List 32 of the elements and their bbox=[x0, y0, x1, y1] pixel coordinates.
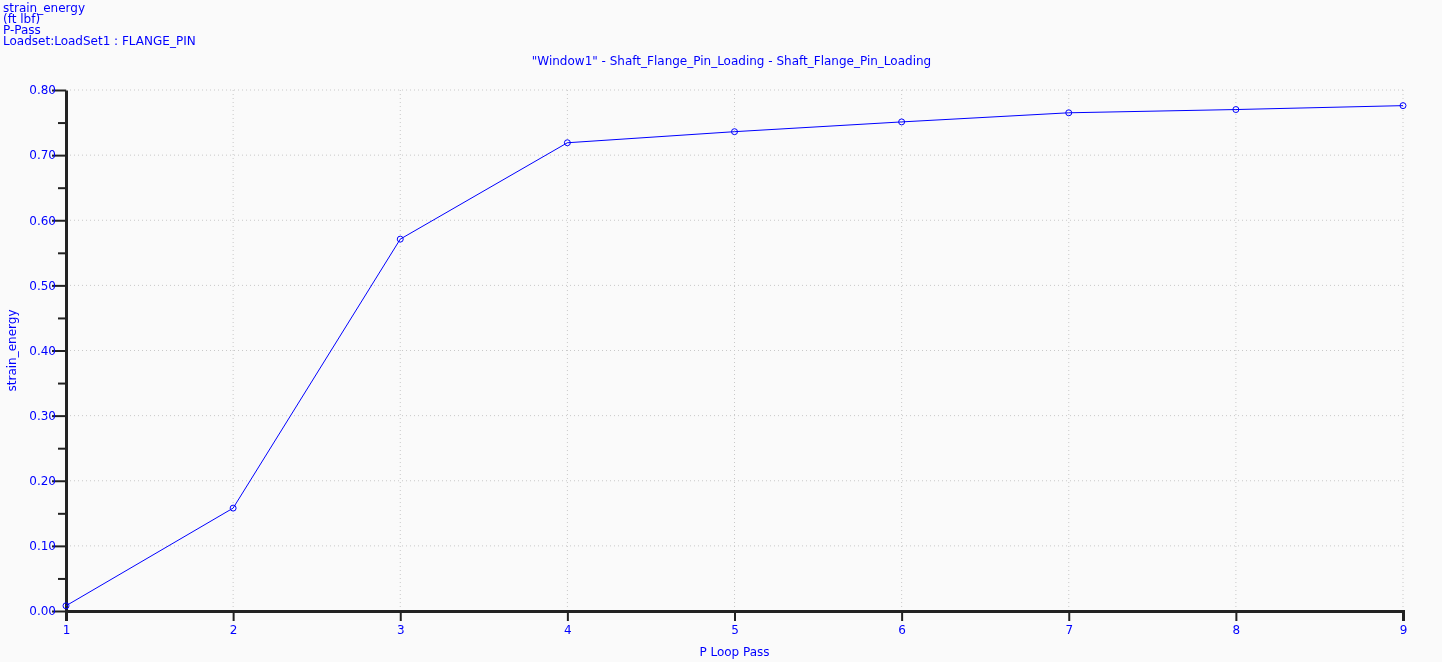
x-tick-label: 3 bbox=[396, 622, 405, 637]
y-tick-label: 0.00 bbox=[29, 604, 56, 619]
x-tick-label: 1 bbox=[62, 622, 71, 637]
point bbox=[731, 128, 738, 136]
y-axis-title: strain_energy bbox=[5, 309, 19, 392]
x-tick-label: 6 bbox=[898, 622, 906, 637]
x-tick-label: 4 bbox=[564, 622, 572, 637]
chart-title: "Window1" - Shaft_Flange_Pin_Loading - Shaft_Flange_Pin_Loading bbox=[531, 54, 932, 68]
y-tick-label: 0.50 bbox=[29, 278, 56, 293]
text: strain_energy bbox=[3, 1, 85, 15]
y-tick-label: 0.80 bbox=[29, 83, 56, 98]
y-tick-label: 0.30 bbox=[29, 408, 56, 423]
x-tick-label: 5 bbox=[731, 622, 739, 637]
text: (ft lbf) bbox=[3, 12, 41, 26]
y-tick-label: 0.70 bbox=[29, 148, 56, 163]
x-tick-label: 9 bbox=[1399, 622, 1408, 637]
point bbox=[396, 235, 404, 243]
text: P-Pass bbox=[3, 23, 41, 37]
x-tick-label: 2 bbox=[229, 622, 238, 637]
point bbox=[229, 504, 237, 512]
point bbox=[563, 139, 571, 147]
text: Loadset:LoadSet1 : FLANGE_PIN bbox=[3, 34, 196, 48]
y-tick-label: 0.20 bbox=[29, 474, 56, 489]
point bbox=[898, 118, 906, 126]
y-tick-label: 0.40 bbox=[29, 343, 56, 358]
x-axis-title: P Loop Pass bbox=[699, 645, 770, 659]
point bbox=[1065, 109, 1073, 117]
point bbox=[1232, 106, 1240, 114]
y-tick-label: 0.60 bbox=[29, 213, 56, 228]
x-tick-label: 8 bbox=[1232, 622, 1241, 637]
x-tick-label: 7 bbox=[1065, 622, 1074, 637]
y-tick-label: 0.10 bbox=[29, 539, 56, 554]
